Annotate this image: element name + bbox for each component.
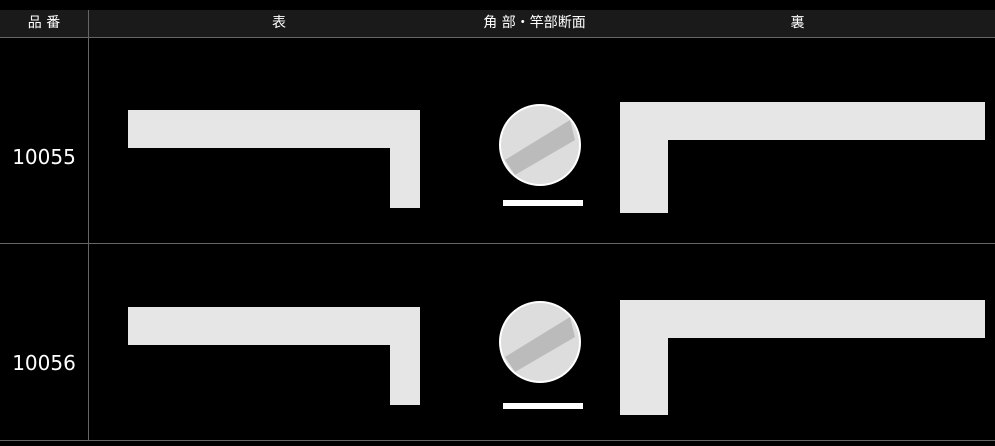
- grid: [0, 10, 995, 441]
- ruler-short-arm: [620, 300, 668, 415]
- product-code: 10056: [12, 351, 76, 375]
- back-ruler: [620, 102, 985, 213]
- row-images: [128, 102, 985, 213]
- section-bar: [503, 403, 583, 409]
- header-cell: 表: [89, 10, 469, 37]
- product-code: 10055: [12, 145, 76, 169]
- face-ruler: [128, 110, 420, 208]
- back-ruler: [620, 300, 985, 415]
- ruler-long-arm: [620, 102, 985, 140]
- row-images: [128, 300, 985, 415]
- ruler-short-arm: [390, 110, 420, 208]
- header-cell: 裏: [600, 10, 995, 37]
- ruler-long-arm: [128, 307, 420, 345]
- corner-section: [499, 104, 583, 206]
- section-bar: [503, 200, 583, 206]
- ruler-short-arm: [620, 102, 668, 213]
- ruler-long-arm: [128, 110, 420, 148]
- corner-section: [499, 301, 583, 409]
- ruler-long-arm: [620, 300, 985, 338]
- corner-edge: [505, 317, 575, 372]
- face-ruler: [128, 307, 420, 405]
- header-cell: 角 部・竿部断面: [469, 10, 600, 37]
- header-cell: 品 番: [0, 10, 88, 37]
- ruler-short-arm: [390, 307, 420, 405]
- corner-edge: [505, 120, 575, 175]
